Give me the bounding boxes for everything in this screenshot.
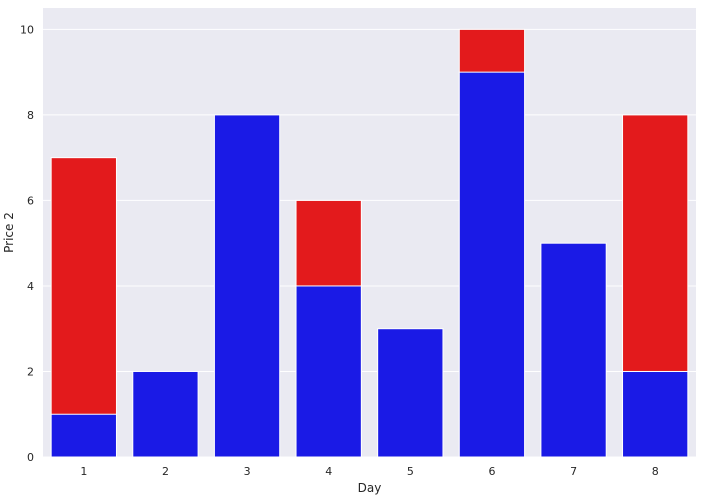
bar-blue-day-4	[295, 285, 362, 458]
x-tick-labels: 1 2 3 4 5 6 7 8	[80, 465, 658, 478]
bar-blue-day-5	[377, 328, 444, 458]
bar-blue-day-8	[622, 370, 689, 458]
x-tick-label: 5	[407, 465, 414, 478]
y-tick-label: 0	[27, 451, 34, 464]
bars	[50, 28, 689, 458]
bar-red-day-1	[50, 157, 117, 458]
y-tick-labels: 0 2 4 6 8 10	[20, 23, 34, 464]
x-tick-label: 1	[80, 465, 87, 478]
bar-blue-day-6	[458, 71, 526, 458]
y-tick-label: 4	[27, 280, 34, 293]
x-tick-label: 2	[162, 465, 169, 478]
x-tick-label: 4	[325, 465, 332, 478]
y-tick-label: 2	[27, 365, 34, 378]
bar-blue-day-1	[50, 413, 117, 458]
y-tick-label: 10	[20, 23, 34, 36]
y-tick-label: 6	[27, 194, 34, 207]
x-tick-label: 7	[570, 465, 577, 478]
bar-blue-day-2	[132, 370, 199, 458]
bar-blue-day-7	[540, 242, 607, 458]
bar-blue-day-3	[213, 114, 281, 458]
y-tick-label: 8	[27, 109, 34, 122]
x-tick-label: 6	[488, 465, 495, 478]
x-tick-label: 3	[244, 465, 251, 478]
y-axis-label: Price 2	[2, 212, 16, 253]
x-axis-label: Day	[358, 481, 382, 495]
x-tick-label: 8	[652, 465, 659, 478]
